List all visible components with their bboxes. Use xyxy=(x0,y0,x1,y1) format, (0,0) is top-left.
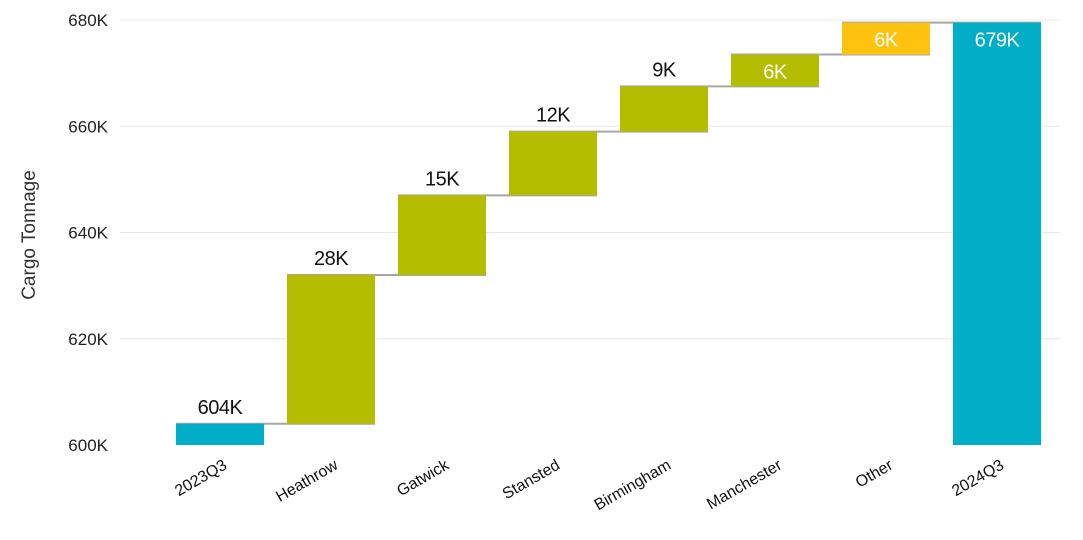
bars xyxy=(176,22,1041,445)
data-labels: 604K 28K 15K 12K 9K 6K 6K 679K xyxy=(198,30,1021,419)
x-tick-label: Birmingham xyxy=(592,457,674,514)
x-tick-label: 2023Q3 xyxy=(172,457,230,500)
y-tick-label: 640K xyxy=(68,224,108,243)
bar-other xyxy=(842,22,930,55)
x-tick-label: Other xyxy=(853,456,897,491)
data-label: 15K xyxy=(425,168,460,190)
bar-manchester xyxy=(731,54,819,87)
bar-birmingham xyxy=(620,86,708,132)
gridlines xyxy=(120,19,1060,340)
data-label: 28K xyxy=(314,248,349,270)
bar-2024q3 xyxy=(953,22,1041,445)
bar-2023q3 xyxy=(176,423,264,445)
data-label: 9K xyxy=(652,59,677,81)
bar-stansted xyxy=(509,131,597,196)
data-label: 604K xyxy=(198,397,244,419)
y-tick-label: 660K xyxy=(68,117,108,136)
x-tick-label: 2024Q3 xyxy=(949,457,1007,500)
data-label: 6K xyxy=(874,30,899,52)
x-tick-label: Stansted xyxy=(500,457,563,503)
y-tick-label: 620K xyxy=(68,330,108,349)
data-label: 6K xyxy=(763,62,788,84)
x-tick-label: Manchester xyxy=(704,456,785,513)
data-label: 679K xyxy=(975,30,1021,52)
data-label: 12K xyxy=(536,105,571,127)
x-axis-categories: 2023Q3 Heathrow Gatwick Stansted Birmingham M… xyxy=(172,456,1007,514)
x-tick-label: Gatwick xyxy=(394,456,453,500)
bar-heathrow xyxy=(287,275,375,424)
bar-gatwick xyxy=(398,195,486,275)
y-tick-label: 680K xyxy=(68,11,108,30)
y-tick-label: 600K xyxy=(68,436,108,455)
y-axis-title: Cargo Tonnage xyxy=(19,170,40,300)
y-axis-ticks: 600K 620K 640K 660K 680K xyxy=(68,11,108,455)
x-tick-label: Heathrow xyxy=(273,457,341,506)
